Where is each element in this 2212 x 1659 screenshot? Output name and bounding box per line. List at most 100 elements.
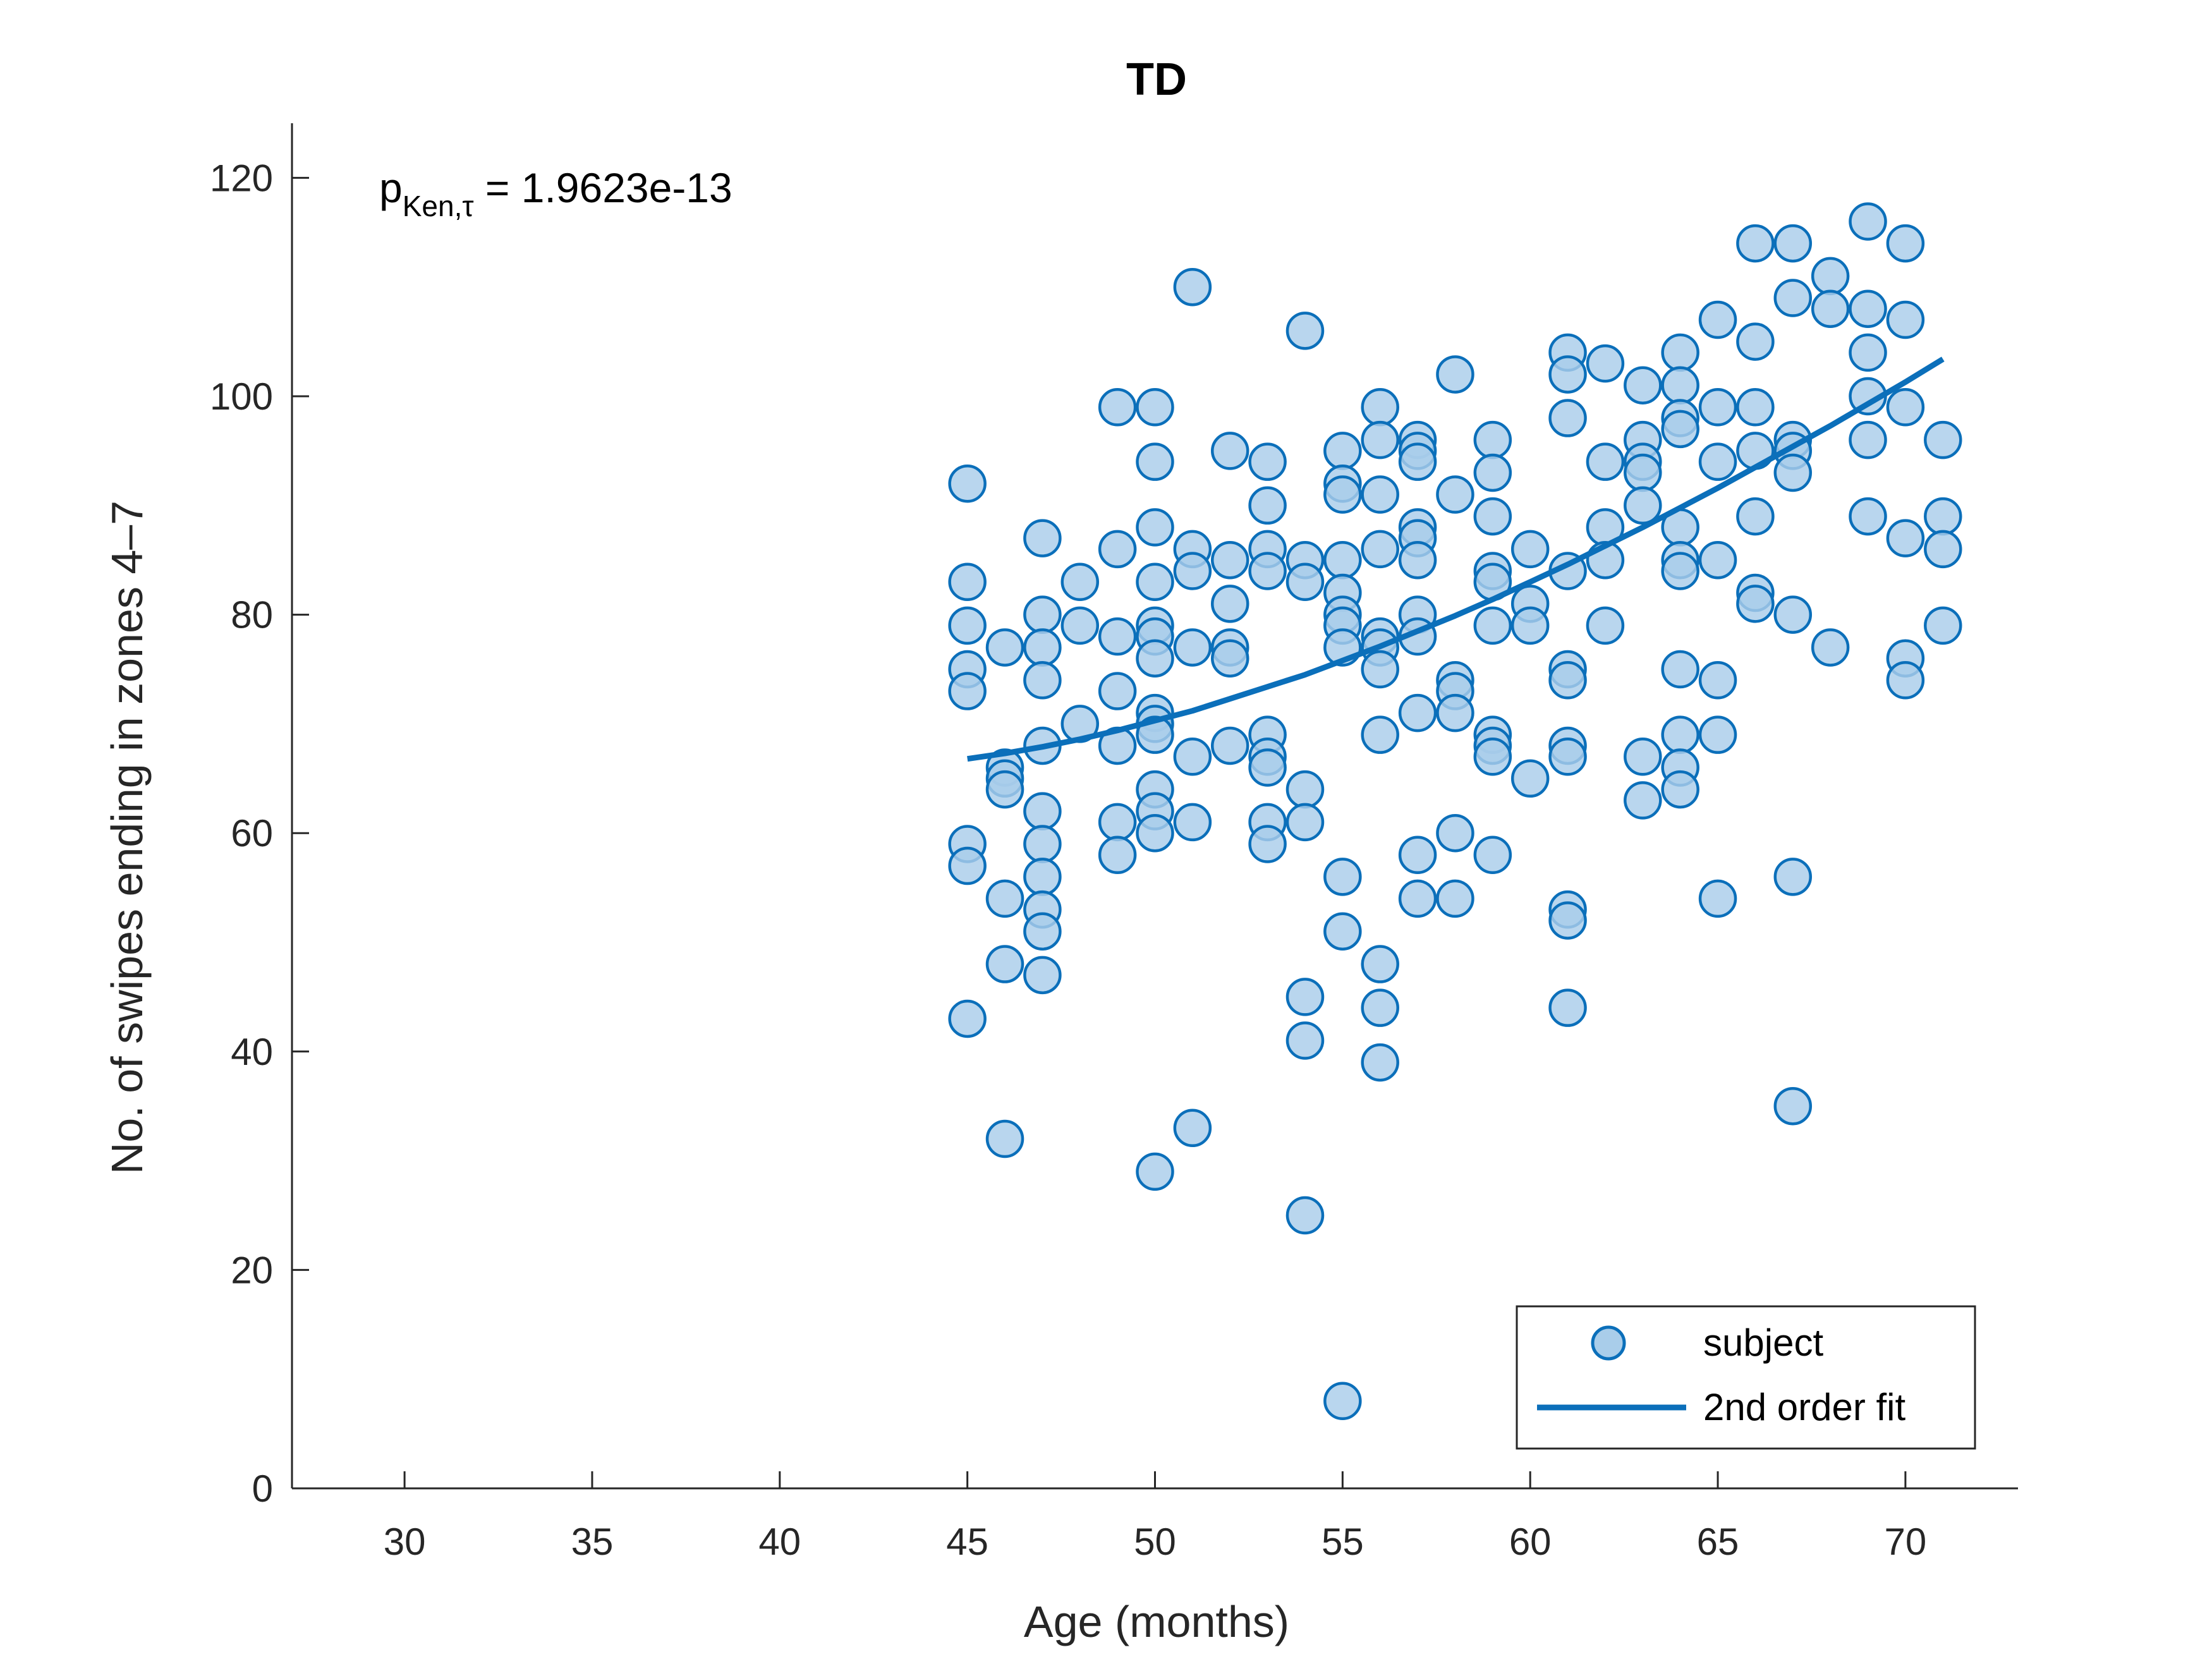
- data-point: [1586, 344, 1625, 383]
- chart-title: TD: [1126, 54, 1187, 105]
- data-point: [1886, 224, 1925, 263]
- data-point: [1473, 737, 1512, 776]
- data-point: [1248, 442, 1287, 481]
- data-point: [1849, 420, 1887, 459]
- data-point: [1098, 530, 1137, 569]
- x-tick-label: 45: [946, 1521, 988, 1563]
- data-point: [1023, 858, 1062, 896]
- data-point: [1136, 508, 1174, 547]
- data-point: [1736, 497, 1775, 536]
- data-point: [1210, 639, 1249, 678]
- data-point: [1436, 693, 1474, 732]
- data-point: [1811, 257, 1850, 296]
- data-point: [1624, 737, 1662, 776]
- data-point: [1624, 781, 1662, 820]
- data-point: [1736, 585, 1775, 623]
- data-point: [1811, 628, 1850, 667]
- data-point: [1548, 355, 1587, 394]
- x-tick-label: 40: [758, 1521, 801, 1563]
- y-axis-label: No. of swipes ending in zones 4–7: [102, 501, 152, 1174]
- p-value-annotation: pKen,τ = 1.9623e-13: [379, 164, 732, 222]
- data-point: [1285, 803, 1325, 842]
- data-point: [985, 770, 1024, 809]
- data-point: [985, 1119, 1024, 1158]
- data-point: [1398, 836, 1437, 875]
- data-point: [1136, 442, 1174, 481]
- data-point: [1136, 715, 1174, 754]
- data-point: [1361, 388, 1399, 427]
- data-point: [1661, 410, 1699, 449]
- data-point: [1661, 366, 1699, 404]
- data-point: [1473, 606, 1512, 645]
- data-point: [1436, 879, 1474, 918]
- y-tick-label: 0: [252, 1468, 273, 1510]
- data-point: [1285, 562, 1325, 602]
- data-point: [1361, 420, 1399, 459]
- x-tick-label: 60: [1509, 1521, 1552, 1563]
- data-point: [1098, 388, 1137, 427]
- x-tick-label: 35: [571, 1521, 614, 1563]
- annotation-prefix: p: [379, 164, 403, 211]
- data-point: [1773, 224, 1813, 263]
- data-point: [1773, 279, 1813, 317]
- data-point: [948, 606, 987, 645]
- data-point: [1323, 475, 1362, 514]
- data-point: [1398, 442, 1437, 481]
- data-point: [1323, 1382, 1362, 1421]
- data-point: [1285, 312, 1325, 350]
- data-point: [1136, 388, 1174, 427]
- data-point: [1398, 540, 1437, 580]
- data-point: [1136, 813, 1174, 853]
- data-point: [1248, 486, 1287, 525]
- data-point: [1661, 715, 1699, 754]
- data-point: [1698, 715, 1737, 754]
- data-point: [1548, 988, 1587, 1027]
- data-point: [1436, 475, 1474, 514]
- data-point: [1023, 912, 1062, 951]
- data-point: [1248, 825, 1287, 863]
- data-point: [1586, 442, 1625, 481]
- data-point: [1736, 224, 1775, 263]
- data-point: [1698, 879, 1737, 918]
- data-point: [1285, 1021, 1325, 1060]
- y-tick-label: 100: [210, 375, 273, 418]
- axes: 30 35 40 45 50 55 60 65 70 0 20 40 60 80 100 120: [210, 123, 2018, 1563]
- data-point: [1023, 519, 1062, 557]
- legend-marker-subject: [1591, 1325, 1626, 1361]
- data-point: [1173, 267, 1212, 307]
- y-tick-label: 60: [231, 812, 273, 854]
- data-point: [1436, 813, 1474, 853]
- data-point: [1773, 1086, 1813, 1126]
- data-point: [1811, 289, 1850, 329]
- annotation-value: = 1.9623e-13: [474, 164, 732, 211]
- x-tick-label: 65: [1697, 1521, 1739, 1563]
- data-point: [1473, 497, 1512, 536]
- data-point: [1661, 333, 1699, 372]
- data-point: [1361, 988, 1399, 1027]
- data-point: [1285, 1196, 1325, 1235]
- data-point: [1586, 606, 1625, 645]
- data-point: [1886, 661, 1925, 700]
- x-tick-label: 70: [1885, 1521, 1927, 1563]
- data-point: [1023, 628, 1062, 667]
- data-point: [1698, 540, 1737, 580]
- data-point: [1023, 825, 1062, 863]
- data-point: [1323, 432, 1362, 470]
- x-tick-label: 50: [1134, 1521, 1176, 1563]
- data-point: [1398, 879, 1437, 918]
- data-point: [1510, 759, 1550, 798]
- data-point: [1773, 858, 1813, 896]
- data-point: [1210, 432, 1249, 470]
- data-point: [1361, 715, 1399, 754]
- data-point: [1924, 606, 1962, 645]
- data-point: [1323, 858, 1362, 896]
- data-point: [948, 672, 987, 710]
- data-point: [1849, 333, 1887, 372]
- legend: subject 2nd order fit: [1516, 1305, 1976, 1450]
- x-tick-label: 55: [1322, 1521, 1364, 1563]
- data-point: [1886, 388, 1925, 427]
- data-point: [1173, 628, 1212, 667]
- data-point: [1361, 650, 1399, 689]
- fit-line-group: [967, 356, 1945, 762]
